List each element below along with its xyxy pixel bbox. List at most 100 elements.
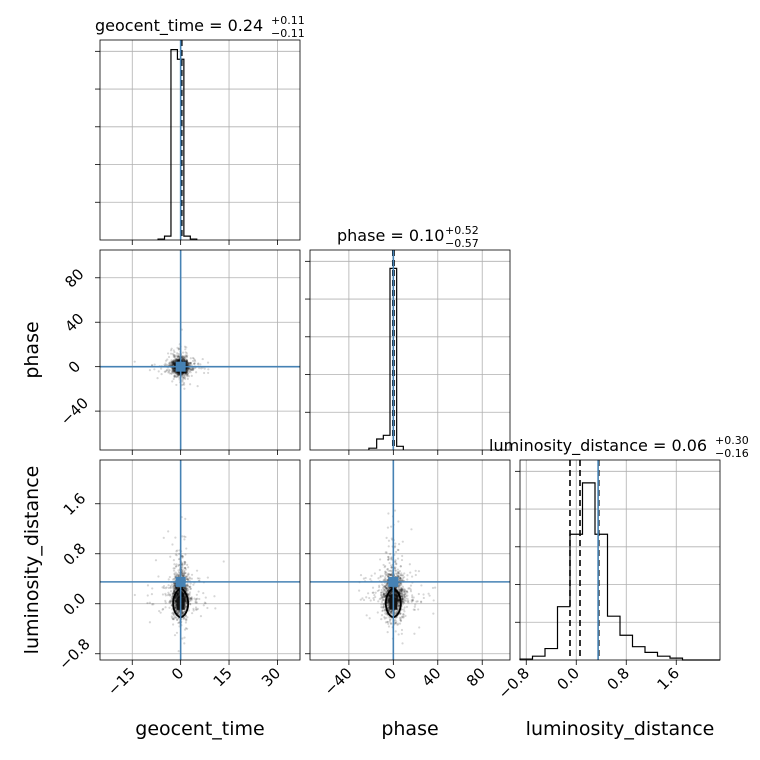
sample-point <box>190 364 193 367</box>
sample-point <box>412 608 415 611</box>
sample-point <box>187 566 190 569</box>
sample-point <box>175 383 178 387</box>
sample-point <box>176 593 180 596</box>
sample-point <box>157 370 160 373</box>
sample-point <box>184 517 187 521</box>
sample-point <box>173 359 176 362</box>
sample-point <box>169 599 172 603</box>
sample-point <box>422 593 425 596</box>
sample-point <box>175 371 179 374</box>
sample-point <box>414 573 417 577</box>
sample-point <box>188 363 191 367</box>
sample-point <box>181 574 184 577</box>
sample-point <box>181 573 184 576</box>
sample-point <box>189 361 192 365</box>
sample-point <box>173 362 176 365</box>
sample-point <box>180 593 184 597</box>
sample-point <box>185 360 189 363</box>
sample-point <box>173 362 176 366</box>
sample-point <box>369 577 372 581</box>
sample-point <box>417 608 420 611</box>
sample-point <box>388 594 391 598</box>
sample-point <box>177 372 180 376</box>
text-layer: geocent_time = 0.24 +0.11 −0.11 phase = … <box>21 14 749 740</box>
sample-point <box>177 594 180 597</box>
sample-point <box>390 592 393 596</box>
sample-point <box>193 366 196 370</box>
sample-point <box>173 367 177 371</box>
ytick-label-luminosity_distance-3: 1.6 <box>60 489 90 519</box>
sample-point <box>397 584 401 587</box>
sample-point <box>399 619 402 622</box>
sample-point <box>181 612 184 616</box>
sample-point <box>188 585 191 589</box>
axes-frame-off-2 <box>309 459 511 661</box>
title-geocent-time-minus: −0.11 <box>271 27 305 40</box>
sample-point <box>172 354 175 357</box>
sample-point <box>182 617 185 621</box>
sample-point <box>177 571 181 574</box>
sample-point <box>173 601 176 604</box>
sample-point <box>171 364 174 367</box>
sample-point <box>187 592 190 596</box>
sample-point <box>184 596 187 599</box>
sample-point <box>186 367 190 370</box>
sample-point <box>402 576 406 579</box>
sample-point <box>174 609 178 612</box>
sample-point <box>173 369 176 372</box>
sample-point <box>184 598 187 601</box>
sample-point <box>189 362 192 365</box>
sample-point <box>173 605 176 608</box>
sample-point <box>192 362 196 365</box>
sample-point <box>378 586 381 589</box>
sample-point <box>407 587 410 590</box>
sample-point <box>177 352 180 356</box>
sample-point <box>361 597 364 600</box>
xtick-label-geocent_time-3: 30 <box>258 664 284 690</box>
sample-point <box>183 359 186 362</box>
sample-point <box>177 358 180 361</box>
sample-point <box>403 595 406 599</box>
sample-point <box>184 599 187 602</box>
sample-point <box>196 363 200 366</box>
sample-point <box>184 596 187 600</box>
sample-point <box>171 380 174 383</box>
sample-point <box>176 595 179 598</box>
sample-point <box>175 554 178 557</box>
sample-point <box>181 357 184 360</box>
sample-point <box>175 595 179 598</box>
sample-point <box>171 593 175 596</box>
sample-point <box>176 371 180 374</box>
sample-point <box>161 593 165 596</box>
sample-point <box>187 369 190 372</box>
sample-point <box>172 377 175 381</box>
sample-point <box>184 568 187 571</box>
sample-point <box>174 606 177 609</box>
sample-point <box>181 611 184 614</box>
sample-point <box>382 592 385 596</box>
sample-point <box>397 599 400 602</box>
sample-point <box>389 591 392 594</box>
sample-point <box>184 627 188 630</box>
sample-point <box>190 599 193 602</box>
sample-point <box>380 588 383 592</box>
sample-point <box>389 594 392 597</box>
sample-point <box>171 361 174 364</box>
sample-point <box>401 598 404 601</box>
sample-point <box>194 608 198 611</box>
sample-point <box>175 609 178 612</box>
sample-point <box>173 586 177 590</box>
sample-point <box>181 591 184 594</box>
sample-point <box>170 360 173 363</box>
sample-point <box>183 561 186 564</box>
sample-point <box>161 586 164 589</box>
sample-point <box>186 627 189 630</box>
sample-point <box>183 535 186 538</box>
sample-point <box>185 375 189 378</box>
sample-point <box>380 591 383 594</box>
sample-point <box>177 347 180 350</box>
sample-point <box>164 362 167 365</box>
sample-point <box>177 650 180 653</box>
sample-point <box>172 362 176 365</box>
sample-point <box>183 358 186 362</box>
